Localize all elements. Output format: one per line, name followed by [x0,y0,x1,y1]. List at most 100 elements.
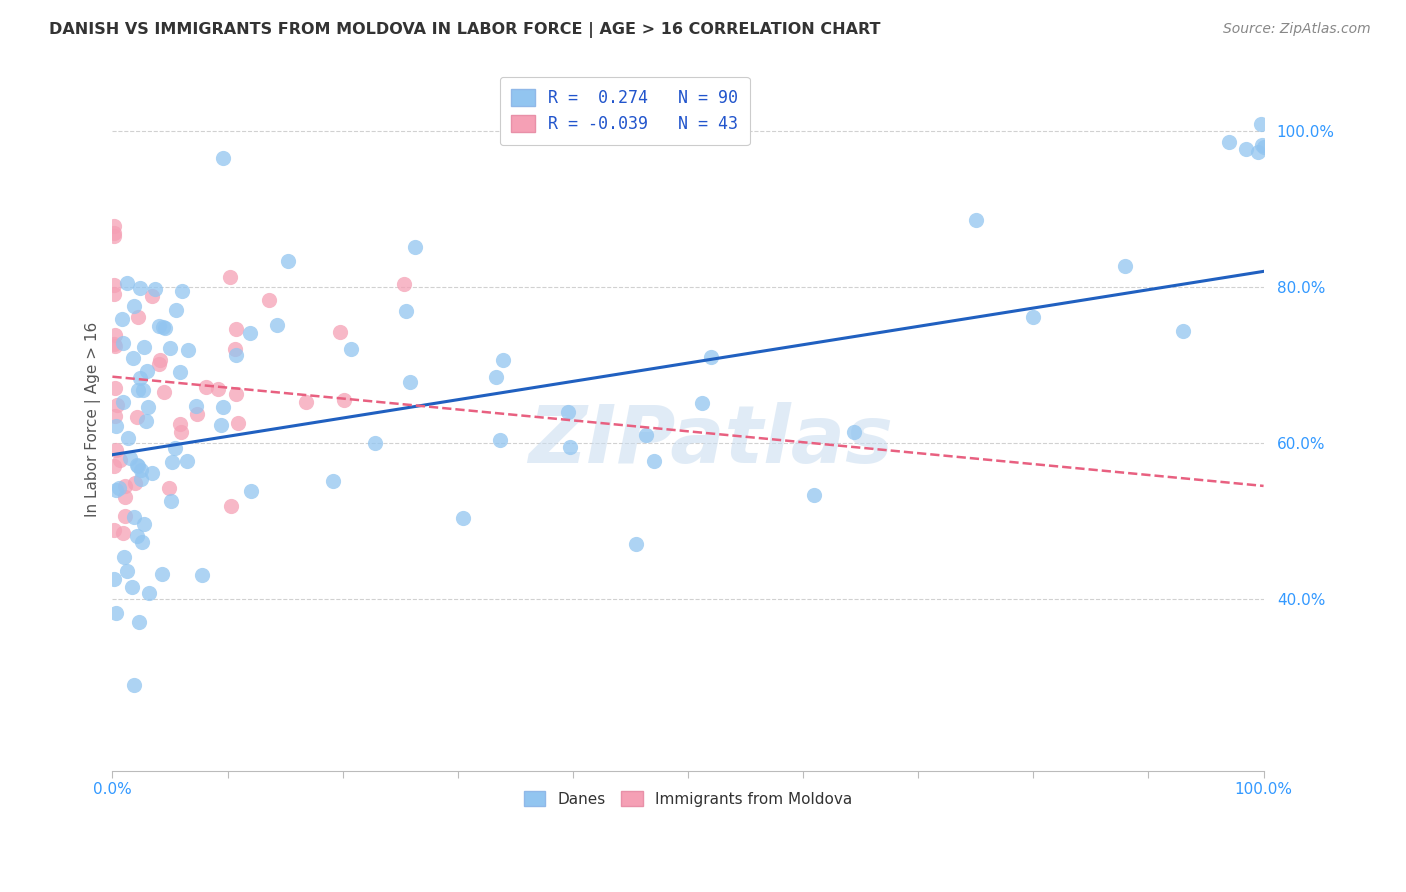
Point [221,499,243,513]
Point [128,615,150,629]
Text: Source: ZipAtlas.com: Source: ZipAtlas.com [1223,22,1371,37]
Point [803,488,825,502]
Point [108,453,131,467]
Point [118,451,141,466]
Point [226,416,249,430]
Point [239,326,262,340]
Point [104,382,127,396]
Point [191,567,214,582]
Point [127,458,149,472]
Point [122,351,145,365]
Point [114,491,136,505]
Point [322,474,344,488]
Point [700,350,723,364]
Point [626,537,648,551]
Point [114,508,136,523]
Point [152,384,174,399]
Point [115,277,138,291]
Point [135,414,157,428]
Point [103,278,125,293]
Point [105,398,128,412]
Point [1022,310,1045,324]
Point [129,371,152,385]
Point [138,586,160,600]
Point [1114,259,1136,273]
Text: ZIPatlas: ZIPatlas [529,401,893,480]
Point [211,152,233,166]
Point [194,380,217,394]
Point [395,304,418,318]
Point [127,409,149,424]
Point [124,300,146,314]
Point [153,320,176,334]
Point [124,475,146,490]
Point [122,678,145,692]
Y-axis label: In Labor Force | Age > 16: In Labor Force | Age > 16 [86,322,101,517]
Point [134,340,156,354]
Point [127,458,149,473]
Point [141,466,163,480]
Text: DANISH VS IMMIGRANTS FROM MOLDOVA IN LABOR FORCE | AGE > 16 CORRELATION CHART: DANISH VS IMMIGRANTS FROM MOLDOVA IN LAB… [49,22,880,38]
Point [103,228,125,243]
Point [104,443,127,458]
Point [628,127,651,141]
Point [114,479,136,493]
Point [103,458,125,473]
Point [219,270,242,285]
Point [112,395,135,409]
Point [104,338,127,352]
Point [112,525,135,540]
Point [257,293,280,308]
Point [340,342,363,356]
Point [277,253,299,268]
Point [690,396,713,410]
Point [160,494,183,508]
Point [329,325,352,339]
Point [103,286,125,301]
Point [207,383,229,397]
Point [135,364,157,378]
Point [132,383,155,397]
Point [148,319,170,334]
Point [965,212,987,227]
Point [121,580,143,594]
Point [1250,117,1272,131]
Point [104,606,127,620]
Point [157,481,180,495]
Point [266,318,288,332]
Point [225,387,247,401]
Point [104,409,127,423]
Point [240,484,263,499]
Point [152,320,174,334]
Point [163,441,186,455]
Point [110,311,132,326]
Point [103,337,125,351]
Point [117,564,139,578]
Point [103,523,125,537]
Point [643,454,665,468]
Point [176,453,198,467]
Point [117,431,139,445]
Point [125,529,148,543]
Point [392,277,415,292]
Point [143,282,166,296]
Point [108,481,131,495]
Point [127,384,149,398]
Point [104,327,127,342]
Point [1234,142,1257,156]
Point [399,375,422,389]
Point [489,433,512,447]
Point [211,418,233,433]
Point [485,370,508,384]
Point [224,342,246,356]
Point [225,347,247,361]
Point [149,352,172,367]
Point [160,455,183,469]
Point [103,219,125,233]
Point [186,407,208,421]
Point [169,417,191,431]
Point [103,572,125,586]
Point [1171,325,1194,339]
Point [131,472,153,486]
Point [111,335,134,350]
